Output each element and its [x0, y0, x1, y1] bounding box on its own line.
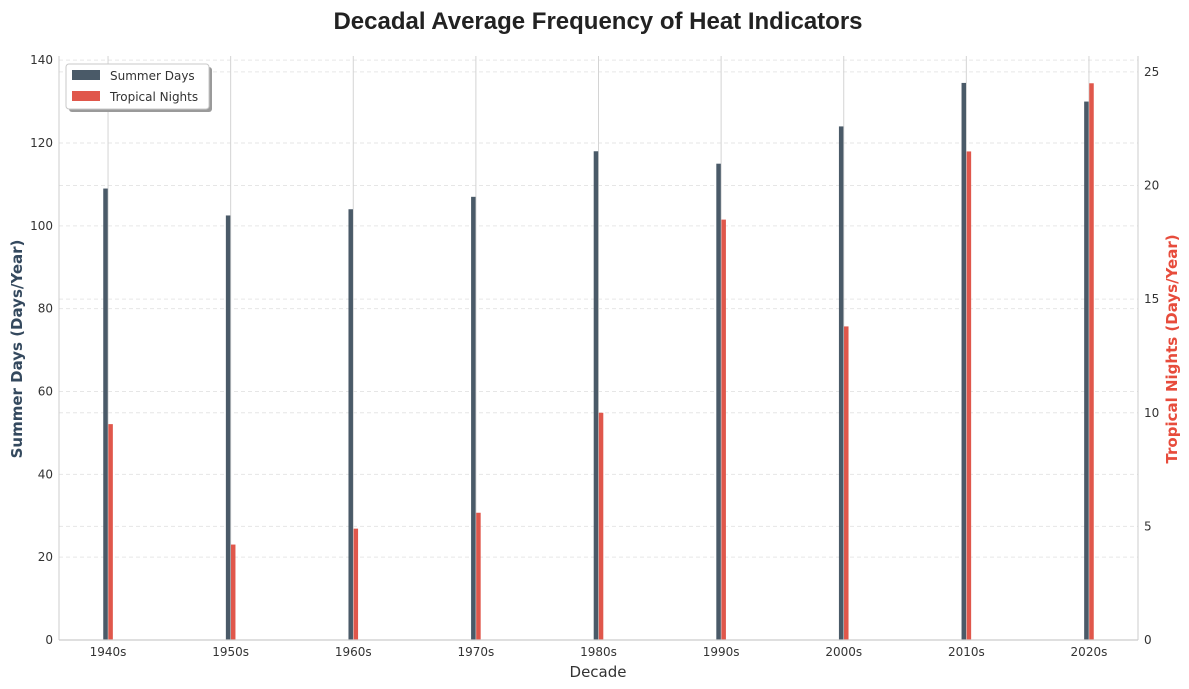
- right-tick-label: 25: [1144, 65, 1159, 79]
- bar-tropical-nights-1970s: [476, 512, 481, 640]
- right-tick-label: 5: [1144, 519, 1152, 533]
- bar-tropical-nights-2000s: [844, 326, 849, 640]
- bar-tropical-nights-1990s: [721, 219, 726, 640]
- bar-summer-days-1980s: [593, 151, 599, 641]
- right-axis-label: Tropical Nights (Days/Year): [1163, 234, 1181, 463]
- bar-summer-days-1970s: [471, 196, 476, 640]
- right-tick-label: 20: [1144, 179, 1159, 193]
- left-axis-label: Summer Days (Days/Year): [8, 240, 26, 459]
- left-tick-label: 80: [38, 302, 53, 316]
- x-tick-label: 1980s: [580, 645, 617, 659]
- left-tick-label: 40: [38, 467, 53, 481]
- axes: [58, 56, 1139, 641]
- x-tick-label: 1950s: [212, 645, 249, 659]
- bar-tropical-nights-2020s: [1089, 83, 1094, 640]
- right-tick-label: 0: [1144, 633, 1152, 647]
- bar-summer-days-2020s: [1084, 101, 1089, 640]
- right-tick-label: 10: [1144, 406, 1159, 420]
- bar-tropical-nights-1940s: [108, 424, 113, 640]
- x-tick-label: 2020s: [1071, 645, 1108, 659]
- bar-tropical-nights-1960s: [353, 528, 359, 640]
- left-axis-ticks: 0 20 40 60 80 100 120 140: [30, 53, 53, 647]
- left-tick-label: 20: [38, 550, 53, 564]
- chart-title: Decadal Average Frequency of Heat Indica…: [333, 8, 862, 35]
- legend-box: [65, 63, 210, 110]
- bar-tropical-nights-1950s: [230, 544, 236, 640]
- bar-tropical-nights-1980s: [598, 412, 604, 640]
- bar-summer-days-2010s: [961, 82, 967, 640]
- right-tick-label: 15: [1144, 292, 1159, 306]
- bar-summer-days-1950s: [225, 215, 231, 640]
- legend-label-tropical-nights: Tropical Nights: [109, 90, 198, 104]
- x-axis-ticks: 1940s 1950s 1960s 1970s 1980s 1990s 2000s 2010s…: [90, 645, 1108, 659]
- legend-swatch-tropical-nights: [72, 91, 100, 101]
- bar-summer-days-2000s: [838, 126, 844, 640]
- left-tick-label: 60: [38, 384, 53, 398]
- legend-label-summer-days: Summer Days: [110, 69, 195, 83]
- legend-swatch-summer-days: [72, 70, 100, 80]
- x-tick-label: 1990s: [703, 645, 740, 659]
- x-tick-label: 2010s: [948, 645, 985, 659]
- right-axis-ticks: 0 5 10 15 20 25: [1144, 65, 1159, 647]
- bar-summer-days-1990s: [716, 163, 721, 641]
- x-tick-label: 1960s: [335, 645, 372, 659]
- bar-tropical-nights-2010s: [966, 151, 972, 640]
- left-tick-label: 100: [30, 219, 53, 233]
- left-tick-label: 140: [30, 53, 53, 67]
- x-axis-label: Decade: [570, 663, 627, 681]
- legend[interactable]: Summer Days Tropical Nights: [65, 63, 212, 112]
- bar-summer-days-1940s: [103, 188, 108, 640]
- bars: [103, 82, 1094, 641]
- bar-summer-days-1960s: [348, 209, 353, 640]
- left-tick-label: 120: [30, 136, 53, 150]
- x-tick-label: 1940s: [90, 645, 127, 659]
- x-tick-label: 1970s: [457, 645, 494, 659]
- grid: [59, 56, 1138, 640]
- x-tick-label: 2000s: [825, 645, 862, 659]
- left-tick-label: 0: [45, 633, 53, 647]
